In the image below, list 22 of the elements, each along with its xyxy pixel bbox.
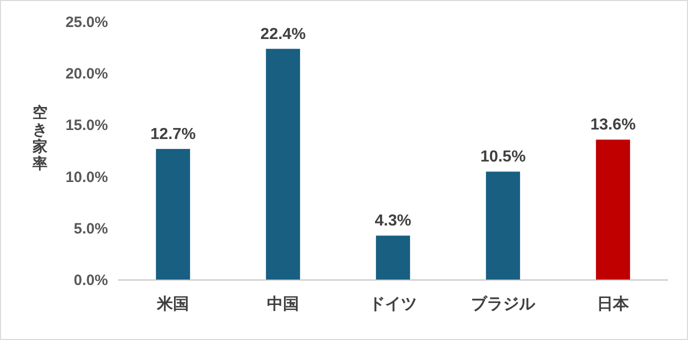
y-tick-label: 0.0% <box>74 272 108 289</box>
x-tick-label: 日本 <box>597 295 630 313</box>
data-label: 12.7% <box>150 126 196 143</box>
bar <box>486 172 520 280</box>
x-tick-label: ドイツ <box>369 296 417 313</box>
data-label: 22.4% <box>260 26 306 43</box>
bar <box>156 148 190 280</box>
y-tick-label: 5.0% <box>74 220 108 238</box>
data-label: 13.6% <box>590 116 636 134</box>
y-tick-label: 10.0% <box>65 168 108 186</box>
data-label: 10.5% <box>480 148 526 166</box>
x-tick-label: ブラジル <box>471 295 536 313</box>
y-tick-label: 15.0% <box>65 117 108 134</box>
x-tick-label: 中国 <box>267 295 299 313</box>
data-label: 4.3% <box>374 212 412 230</box>
bar <box>596 140 630 280</box>
y-tick-label: 25.0% <box>65 14 108 31</box>
x-tick-label: 米国 <box>156 295 189 313</box>
bar <box>376 236 410 280</box>
y-axis-title: 空き家率 <box>32 104 48 172</box>
y-tick-label: 20.0% <box>65 66 108 83</box>
bar <box>266 48 300 280</box>
